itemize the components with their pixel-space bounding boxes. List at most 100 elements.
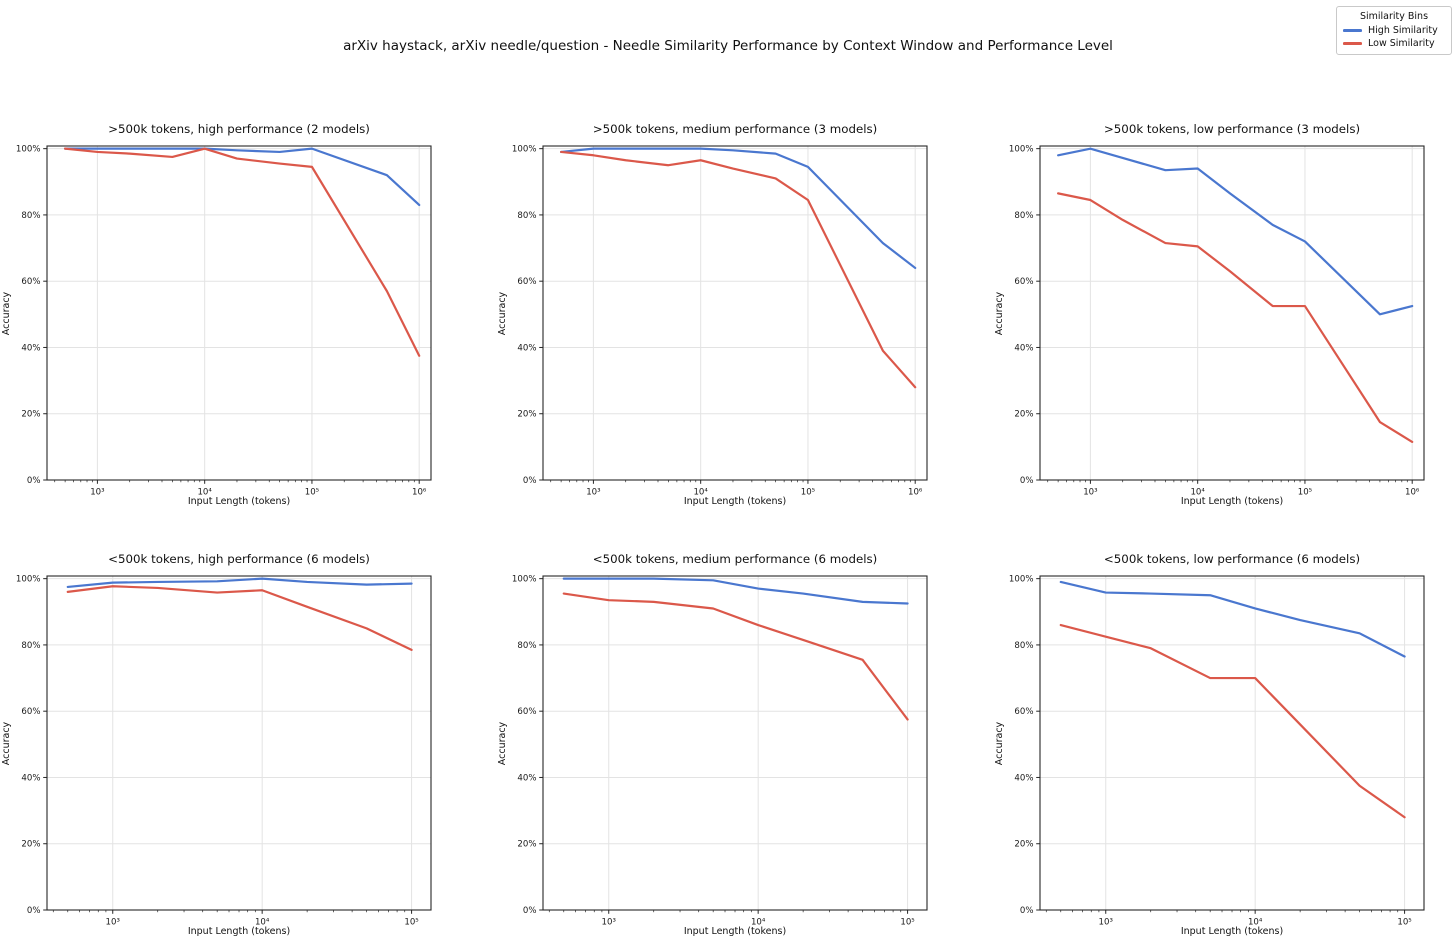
y-tick-label: 40%	[1014, 773, 1033, 783]
plot-area: 10³ 10⁴ 10⁵ 10⁶ 0% 20% 40% 60% 80% 100%	[16, 145, 432, 498]
y-tick-label: 60%	[517, 707, 536, 717]
y-tick-label: 0%	[523, 476, 537, 486]
plot-area: 10³ 10⁴ 10⁵ 0% 20% 40% 60% 80% 100%	[16, 575, 432, 928]
subplot-lt500k-medium: <500k tokens, medium performance (6 mode…	[498, 552, 928, 937]
legend-entry-high: High Similarity	[1343, 25, 1445, 36]
y-tick-label: 100%	[512, 575, 537, 585]
x-tick-label: 10⁶	[412, 488, 427, 498]
plot-area: 10³ 10⁴ 10⁵ 0% 20% 40% 60% 80% 100%	[512, 575, 928, 928]
subplot-gt500k-high: >500k tokens, high performance (2 models…	[2, 122, 432, 507]
y-tick-label: 40%	[1014, 343, 1033, 353]
x-tick-label: 10³	[1099, 918, 1114, 928]
x-axis-label: Input Length (tokens)	[1180, 496, 1284, 507]
figure-title: arXiv haystack, arXiv needle/question - …	[343, 38, 1113, 54]
y-tick-label: 0%	[27, 476, 41, 486]
x-tick-label: 10⁴	[693, 488, 708, 498]
plot-border	[46, 145, 432, 481]
y-tick-label: 40%	[517, 773, 536, 783]
x-tick-label: 10⁵	[801, 488, 816, 498]
x-tick-label: 10⁵	[1298, 488, 1313, 498]
low-similarity-line	[560, 150, 917, 389]
low-similarity-line	[1059, 623, 1406, 819]
plot-border	[46, 575, 432, 911]
y-tick-label: 80%	[1014, 641, 1033, 651]
x-tick-label: 10⁵	[1397, 918, 1412, 928]
y-tick-label: 100%	[16, 575, 41, 585]
high-similarity-line	[1059, 580, 1406, 658]
x-tick-label: 10⁵	[900, 918, 915, 928]
low-similarity-line	[1057, 192, 1414, 443]
high-similarity-line	[1057, 147, 1414, 316]
y-tick-label: 100%	[16, 145, 41, 155]
y-tick-label: 0%	[1020, 476, 1034, 486]
x-axis-label: Input Length (tokens)	[187, 926, 291, 937]
plot-border	[542, 575, 928, 911]
subplot-title: <500k tokens, medium performance (6 mode…	[592, 552, 878, 566]
subplot-gt500k-medium: >500k tokens, medium performance (3 mode…	[498, 122, 928, 507]
x-tick-label: 10³	[90, 488, 105, 498]
y-tick-label: 60%	[517, 277, 536, 287]
legend-label-high: High Similarity	[1368, 25, 1438, 36]
plot-border	[542, 145, 928, 481]
y-tick-label: 20%	[517, 410, 536, 420]
x-axis-label: Input Length (tokens)	[187, 496, 291, 507]
plot-area: 10³ 10⁴ 10⁵ 10⁶ 0% 20% 40% 60% 80% 100%	[512, 145, 928, 498]
x-tick-label: 10⁵	[404, 918, 419, 928]
y-tick-label: 0%	[27, 906, 41, 916]
y-tick-label: 40%	[21, 773, 40, 783]
low-similarity-line	[562, 592, 909, 721]
y-tick-label: 20%	[21, 410, 40, 420]
y-axis-label: Accuracy	[497, 291, 509, 335]
plot-border	[1039, 145, 1425, 481]
high-similarity-line-swatch	[1343, 29, 1362, 32]
y-tick-label: 80%	[517, 211, 536, 221]
y-axis-label: Accuracy	[994, 721, 1006, 765]
plot-border	[1039, 575, 1425, 911]
x-axis-label: Input Length (tokens)	[683, 926, 787, 937]
y-tick-label: 100%	[1009, 145, 1034, 155]
subplot-gt500k-low: >500k tokens, low performance (3 models)…	[995, 122, 1425, 507]
y-tick-label: 0%	[523, 906, 537, 916]
subplot-title: >500k tokens, low performance (3 models)	[1103, 122, 1361, 136]
x-tick-label: 10³	[1083, 488, 1098, 498]
y-axis-label: Accuracy	[497, 721, 509, 765]
y-tick-label: 80%	[21, 641, 40, 651]
low-similarity-line-swatch	[1343, 42, 1362, 45]
x-tick-label: 10³	[586, 488, 601, 498]
x-tick-label: 10⁵	[305, 488, 320, 498]
subplot-lt500k-high: <500k tokens, high performance (6 models…	[2, 552, 432, 937]
y-axis-label: Accuracy	[1, 721, 13, 765]
y-tick-label: 60%	[1014, 707, 1033, 717]
low-similarity-line	[66, 585, 413, 651]
high-similarity-line	[66, 577, 413, 589]
y-tick-label: 20%	[517, 840, 536, 850]
y-tick-label: 20%	[1014, 840, 1033, 850]
y-axis-label: Accuracy	[994, 291, 1006, 335]
subplot-title: <500k tokens, high performance (6 models…	[108, 552, 370, 566]
x-tick-label: 10⁴	[255, 918, 270, 928]
plot-area: 10³ 10⁴ 10⁵ 10⁶ 0% 20% 40% 60% 80% 100%	[1009, 145, 1425, 498]
x-tick-label: 10³	[602, 918, 617, 928]
subplot-title: <500k tokens, low performance (6 models)	[1103, 552, 1361, 566]
y-tick-label: 80%	[517, 641, 536, 651]
high-similarity-line	[64, 147, 421, 207]
y-tick-label: 60%	[21, 707, 40, 717]
x-tick-label: 10⁴	[1190, 488, 1205, 498]
x-tick-label: 10⁴	[197, 488, 212, 498]
x-axis-label: Input Length (tokens)	[683, 496, 787, 507]
low-similarity-line	[64, 147, 421, 357]
y-tick-label: 80%	[21, 211, 40, 221]
y-tick-label: 60%	[1014, 277, 1033, 287]
x-axis-label: Input Length (tokens)	[1180, 926, 1284, 937]
legend-entry-low: Low Similarity	[1343, 38, 1445, 49]
subplot-title: >500k tokens, medium performance (3 mode…	[592, 122, 878, 136]
y-tick-label: 80%	[1014, 211, 1033, 221]
x-tick-label: 10⁴	[1248, 918, 1263, 928]
x-tick-label: 10³	[106, 918, 121, 928]
y-tick-label: 40%	[21, 343, 40, 353]
subplot-lt500k-low: <500k tokens, low performance (6 models)…	[995, 552, 1425, 937]
x-tick-label: 10⁴	[751, 918, 766, 928]
y-tick-label: 20%	[21, 840, 40, 850]
y-tick-label: 0%	[1020, 906, 1034, 916]
x-tick-label: 10⁶	[1405, 488, 1420, 498]
